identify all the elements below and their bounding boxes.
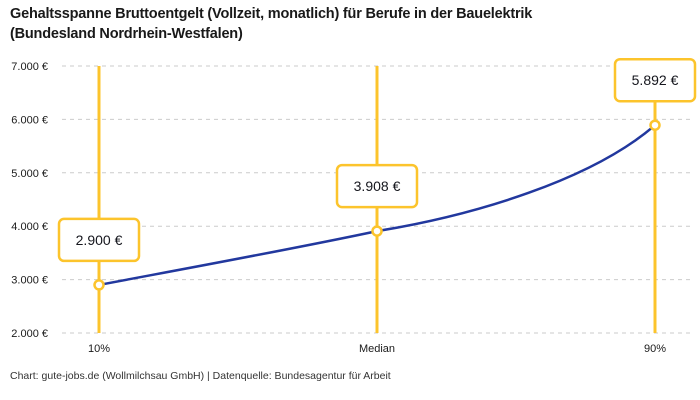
x-axis-tick-label: 10% [88,343,110,355]
x-axis-tick-label: 90% [644,343,666,355]
value-label: 5.892 € [632,72,679,88]
x-axis-tick-label: Median [359,343,395,355]
chart-title-line2: (Bundesland Nordrhein-Westfalen) [10,25,243,42]
value-label: 2.900 € [76,232,123,248]
y-axis-tick-label: 2.000 € [11,328,48,340]
chart-title: Gehaltsspanne Bruttoentgelt (Vollzeit, m… [10,5,690,44]
data-point-marker [93,279,105,291]
y-axis-tick-label: 4.000 € [11,221,48,233]
value-label-box [57,217,141,263]
value-label-box [335,163,419,209]
value-label: 3.908 € [354,178,401,194]
chart-footer: Chart: gute-jobs.de (Wollmilchsau GmbH) … [10,370,391,382]
y-axis-tick-label: 7.000 € [11,61,48,73]
y-axis-tick-label: 6.000 € [11,114,48,126]
y-axis-tick-label: 5.000 € [11,168,48,180]
y-axis-tick-label: 3.000 € [11,275,48,287]
value-label-box [613,57,697,103]
data-point-marker [649,119,661,131]
chart-title-line1: Gehaltsspanne Bruttoentgelt (Vollzeit, m… [10,6,533,22]
data-point-marker [371,225,383,237]
